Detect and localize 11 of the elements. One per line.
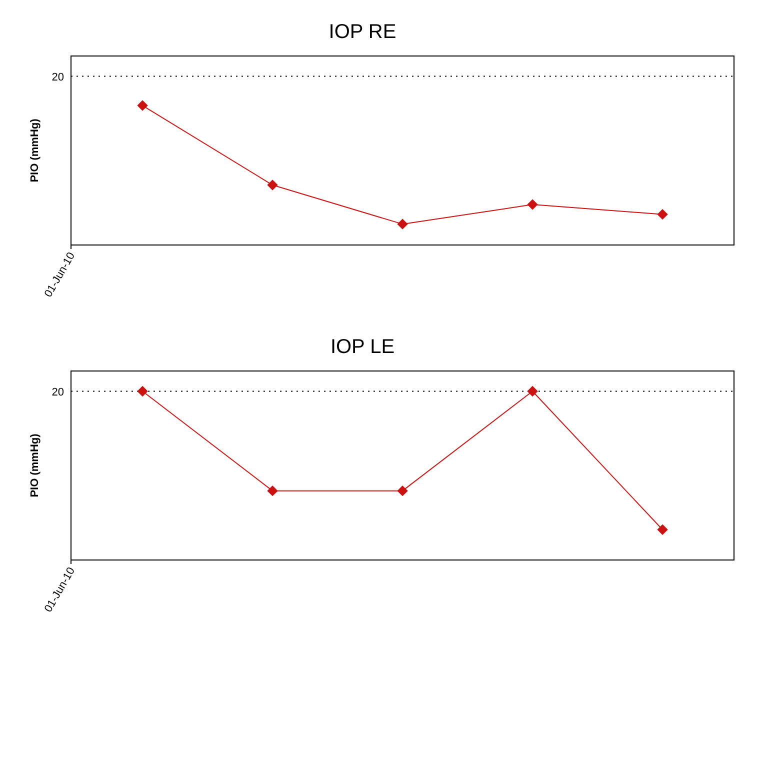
y-axis-title: PIO (mmHg): [29, 118, 41, 182]
text: 20: [52, 71, 64, 84]
chart-title: IOP RE: [328, 21, 396, 43]
point: [527, 199, 538, 210]
chart-title: IOP LE: [330, 336, 395, 358]
point: [267, 180, 278, 190]
y-axis-title: PIO (mmHg): [29, 433, 41, 498]
point: [657, 209, 668, 220]
point: [397, 218, 408, 230]
text: 20: [52, 386, 64, 398]
point: [137, 100, 148, 111]
